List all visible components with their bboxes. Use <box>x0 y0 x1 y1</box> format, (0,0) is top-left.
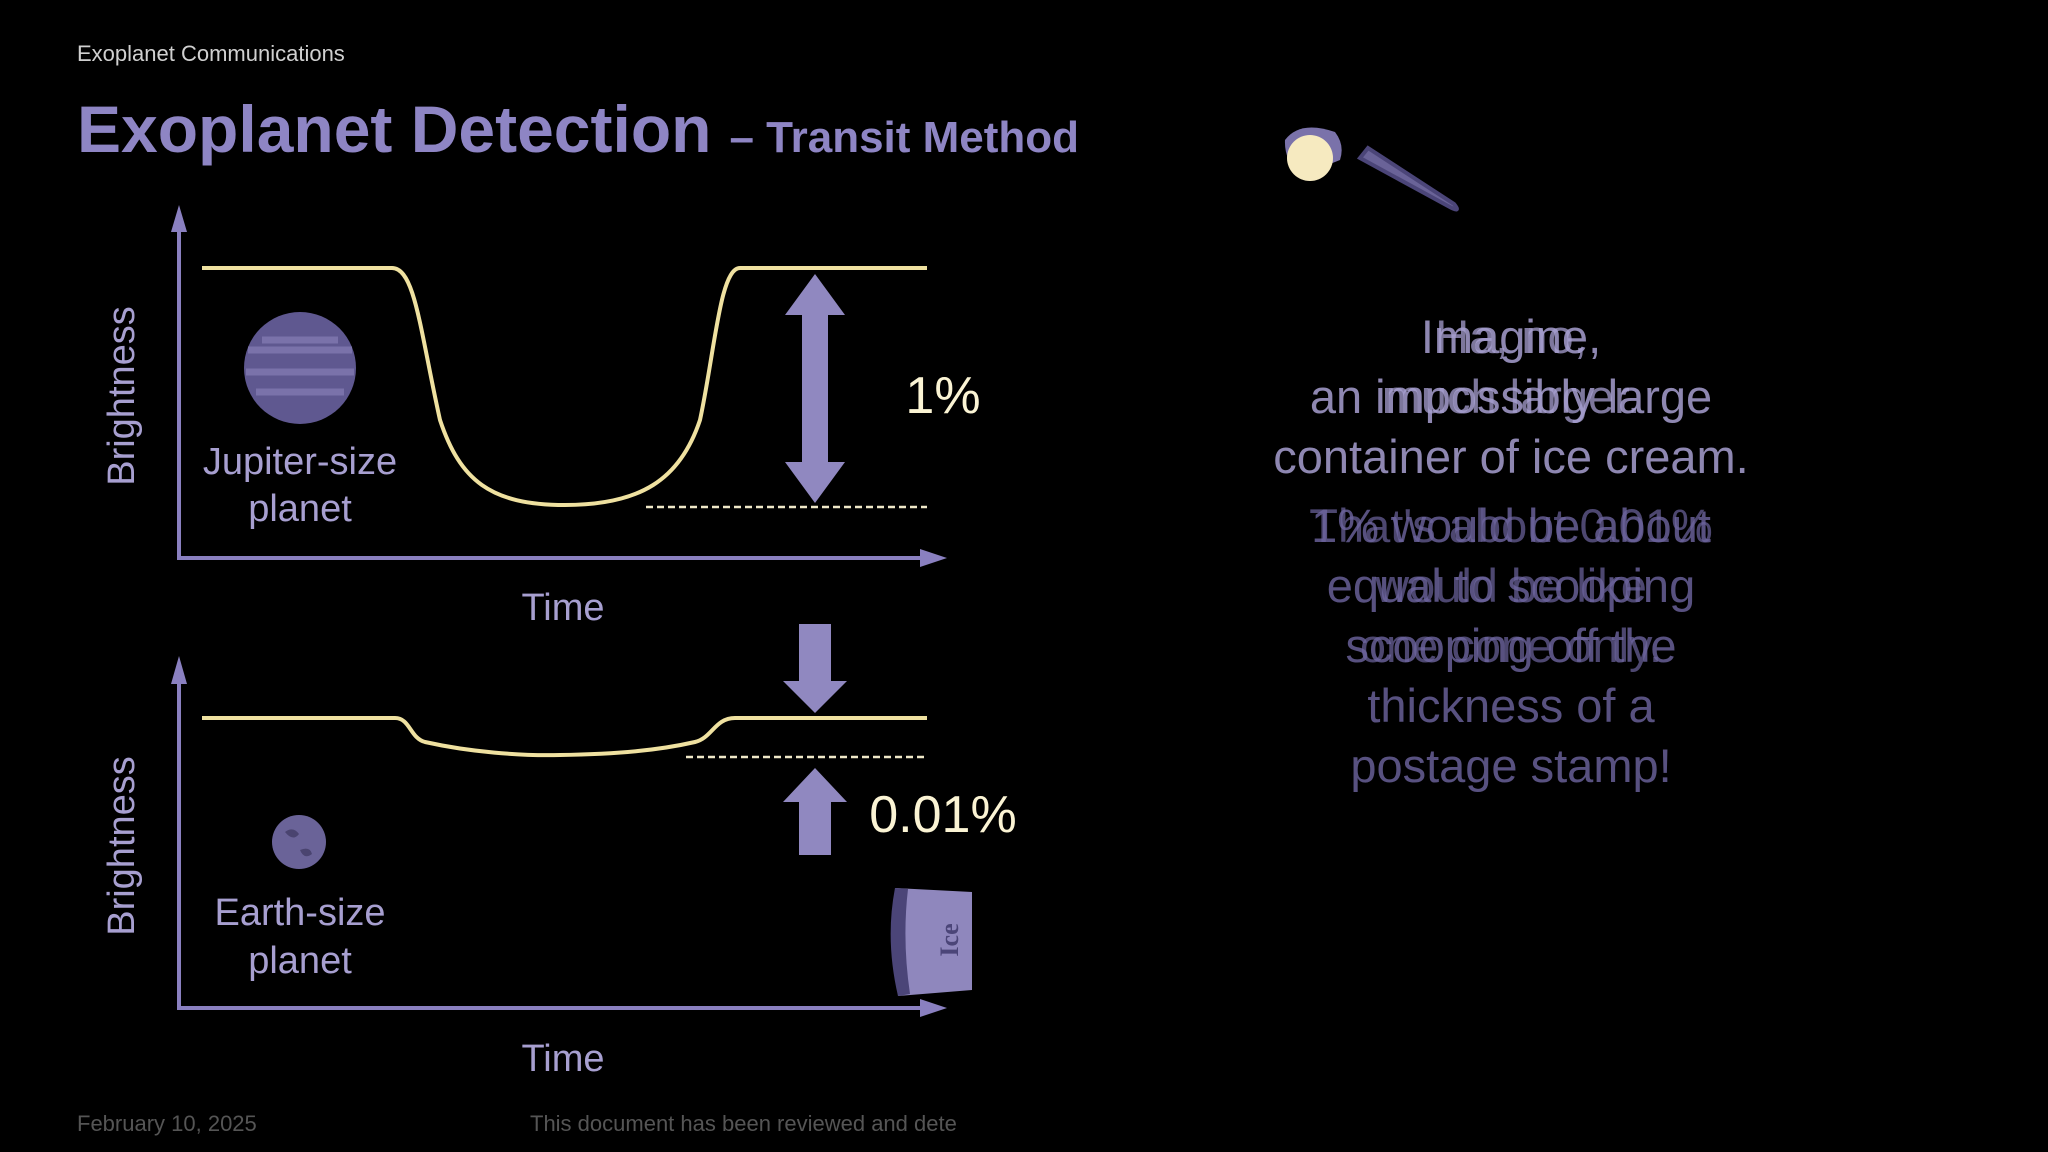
down-arrow <box>783 624 847 713</box>
narration-line: Ha, no, <box>1435 310 1587 363</box>
x-label: Time <box>521 1038 604 1080</box>
narration-line: Imagine, <box>1421 310 1601 363</box>
title-main: Exoplanet Detection <box>77 92 711 166</box>
earth-diagram: 0.01% Brightness Time Earth-size planet <box>101 624 1017 1080</box>
narration-line: 1% would be about <box>1311 499 1711 552</box>
ice-cream-bucket: Ice <box>890 888 972 996</box>
earth-continents <box>285 829 312 857</box>
change-label: 1% <box>905 367 980 425</box>
earth-icon <box>272 815 326 869</box>
axes <box>177 672 935 1010</box>
planet-label: planet <box>248 940 352 982</box>
footer-notice: This document has been reviewed and dete <box>530 1111 957 1136</box>
jupiter-bands <box>246 336 354 396</box>
narration-line: equal to scooping <box>1327 559 1695 612</box>
light-curve <box>202 266 927 508</box>
planet-label: Earth-size <box>214 892 385 934</box>
narration: Imagine, an impossibly large container of … <box>1273 310 1748 792</box>
title: Exoplanet Detection – Transit Method <box>77 92 1079 166</box>
narration-line: That's about 0.01% <box>1309 499 1713 552</box>
double-arrow <box>785 274 845 503</box>
narration-line: thickness of a <box>1367 679 1655 732</box>
change-label: 0.01% <box>869 786 1016 844</box>
planet-label: Jupiter-size <box>203 441 397 483</box>
jupiter-diagram: 1% Brightness Time Jupiter-size planet <box>101 205 981 629</box>
title-suffix: – Transit Method <box>729 113 1079 162</box>
footer-date: February 10, 2025 <box>77 1111 257 1136</box>
light-curve <box>202 716 927 758</box>
narration-line: one cone only. <box>1360 619 1662 672</box>
narration-line: postage stamp! <box>1350 739 1671 792</box>
narration-line: container of ice cream. <box>1273 430 1748 483</box>
narration-line: would be like <box>1374 559 1647 612</box>
planet-label: planet <box>248 488 352 530</box>
y-label: Brightness <box>101 756 143 936</box>
narration-line: scooping off the <box>1346 619 1677 672</box>
up-arrow <box>783 768 847 855</box>
narration-line: an impossibly large <box>1310 370 1712 423</box>
narration-line: much larger. <box>1382 370 1641 423</box>
jupiter-icon <box>244 312 356 424</box>
y-label: Brightness <box>101 306 143 486</box>
scoop-icon <box>1284 127 1459 212</box>
axes <box>177 220 935 560</box>
bucket-label: Ice <box>935 923 964 956</box>
x-label: Time <box>521 587 604 629</box>
section-label: Exoplanet Communications <box>77 41 345 66</box>
